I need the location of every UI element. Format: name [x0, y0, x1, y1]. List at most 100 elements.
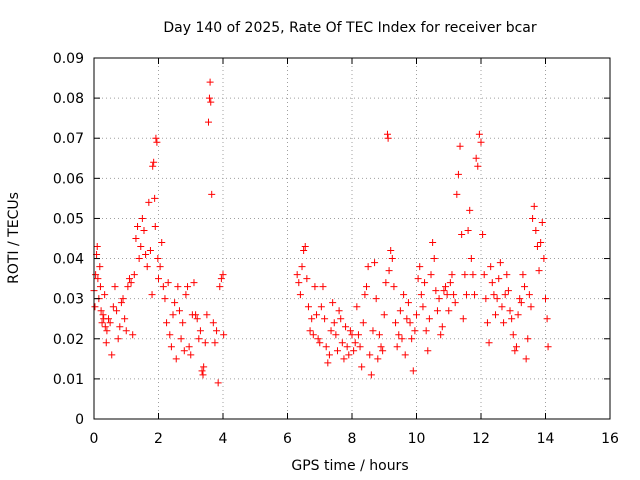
data-point [443, 291, 451, 299]
data-point [519, 271, 527, 279]
data-point [114, 335, 122, 343]
data-point [205, 94, 213, 102]
data-point [127, 279, 135, 287]
data-point [116, 323, 124, 331]
data-point [185, 343, 193, 351]
data-point [217, 275, 225, 283]
data-point [442, 283, 450, 291]
data-point [98, 319, 106, 327]
data-point [512, 343, 520, 351]
x-tick-label: 10 [408, 431, 426, 447]
data-point [216, 283, 224, 291]
data-point [409, 367, 417, 375]
x-tick-label: 8 [348, 431, 357, 447]
data-point [325, 351, 333, 359]
data-point [364, 263, 372, 271]
data-point [516, 295, 524, 303]
data-point [438, 323, 446, 331]
data-point [301, 243, 309, 251]
data-point [462, 291, 470, 299]
data-point [113, 307, 121, 315]
data-point [304, 303, 312, 311]
data-point [156, 263, 164, 271]
data-point [101, 291, 109, 299]
data-point [527, 303, 535, 311]
data-point [509, 331, 517, 339]
data-point [350, 347, 358, 355]
data-point [206, 78, 214, 86]
data-point [408, 335, 416, 343]
data-point [487, 263, 495, 271]
data-point [298, 263, 306, 271]
data-point [140, 226, 148, 234]
data-point [411, 327, 419, 335]
data-point [96, 283, 104, 291]
data-point [406, 319, 414, 327]
data-point [130, 271, 138, 279]
data-point [374, 355, 382, 363]
data-point [182, 291, 190, 299]
data-point [177, 335, 185, 343]
y-tick-label: 0.08 [53, 91, 84, 107]
data-point [467, 255, 475, 263]
data-point [404, 299, 412, 307]
data-point [124, 283, 132, 291]
data-point [314, 335, 322, 343]
x-tick-label: 2 [154, 431, 163, 447]
data-point [187, 351, 195, 359]
y-tick-label: 0.05 [53, 211, 84, 227]
data-point [501, 291, 509, 299]
data-point [388, 255, 396, 263]
data-point [146, 247, 154, 255]
data-point [522, 355, 530, 363]
data-point [371, 259, 379, 267]
data-point [190, 279, 198, 287]
data-point [308, 315, 316, 323]
y-tick-label: 0.07 [53, 131, 84, 147]
data-point [377, 343, 385, 351]
data-point [435, 295, 443, 303]
data-point [385, 267, 393, 275]
data-point [327, 327, 335, 335]
data-point [424, 347, 432, 355]
data-point [508, 315, 516, 323]
y-tick-label: 0.01 [53, 372, 84, 388]
data-point [490, 291, 498, 299]
data-point [96, 263, 104, 271]
data-point [379, 347, 387, 355]
x-tick-label: 14 [537, 431, 555, 447]
data-point [514, 311, 522, 319]
data-point [101, 323, 109, 331]
data-point [498, 303, 506, 311]
x-tick-label: 6 [283, 431, 292, 447]
data-point [384, 134, 392, 142]
data-point [204, 118, 212, 126]
data-point [475, 130, 483, 138]
data-point [111, 283, 119, 291]
data-point [196, 327, 204, 335]
data-point [345, 351, 353, 359]
data-point [461, 271, 469, 279]
data-point [387, 247, 395, 255]
data-point [132, 235, 140, 242]
data-point [400, 291, 408, 299]
data-point [414, 275, 422, 283]
data-point [432, 287, 440, 295]
data-point [150, 158, 158, 166]
data-point [503, 271, 511, 279]
data-point [163, 319, 171, 327]
data-point [382, 279, 390, 287]
data-point [529, 214, 537, 222]
data-point [469, 271, 477, 279]
data-point [342, 323, 350, 331]
data-point [456, 142, 464, 150]
data-point [338, 339, 346, 347]
data-point [395, 331, 403, 339]
data-point [485, 339, 493, 347]
data-point [437, 331, 445, 339]
data-point [532, 226, 540, 234]
data-point [445, 307, 453, 315]
data-point [417, 291, 425, 299]
data-point [137, 243, 145, 251]
